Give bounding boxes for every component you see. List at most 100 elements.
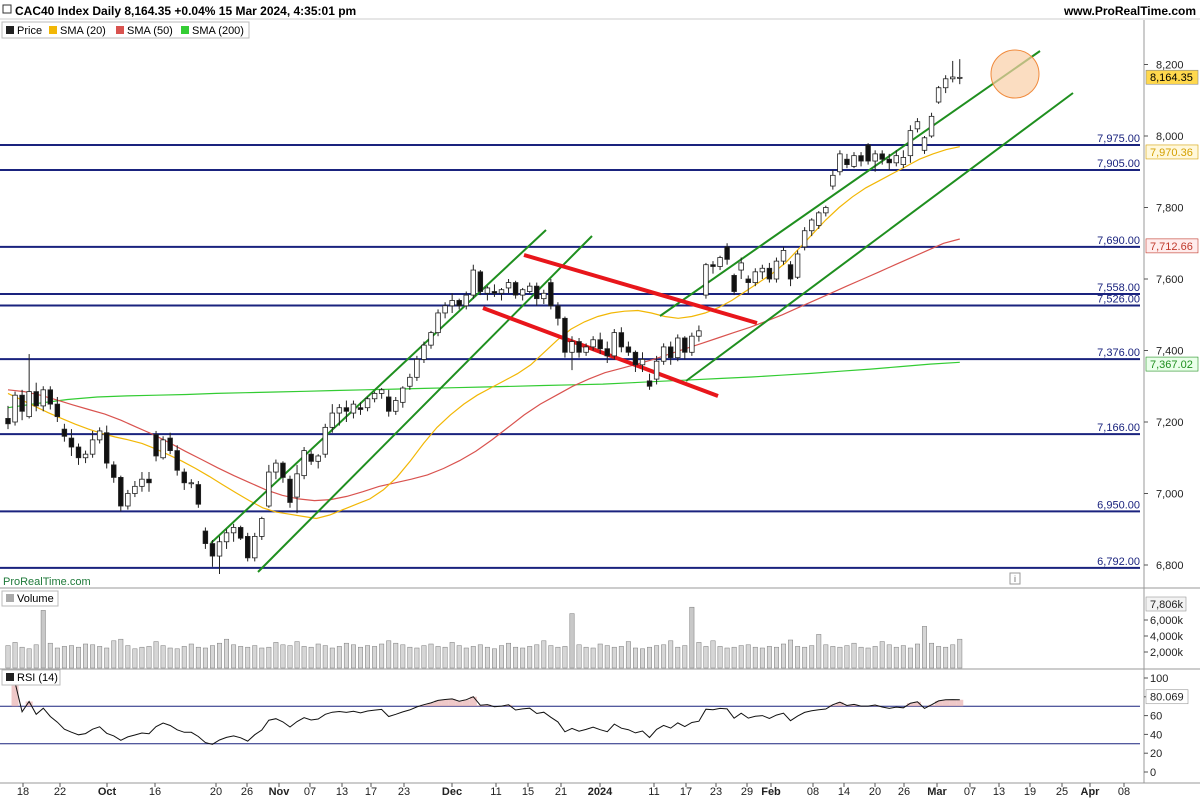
rsi-legend: RSI (14) (1, 669, 61, 686)
volume-bar (76, 646, 81, 669)
level-label: 7,376.00 (1097, 347, 1140, 359)
volume-bar (837, 646, 843, 669)
chart-title: CAC40 Index Daily 8,164.35 +0.04% 15 Mar… (15, 4, 356, 18)
volume-bar (428, 643, 434, 669)
price-tick-label: 7,800 (1156, 203, 1184, 215)
volume-bar (118, 638, 124, 669)
x-tick-label: Dec (442, 786, 462, 798)
x-tick-label: 25 (1056, 786, 1068, 798)
candle-up (900, 157, 907, 165)
candle-up (780, 249, 787, 262)
site-name[interactable]: www.ProRealTime.com (1063, 4, 1196, 18)
volume-bar (534, 644, 540, 669)
candle-down (745, 278, 751, 283)
legend-volume[interactable]: Volume (17, 593, 54, 605)
candle-up (893, 155, 899, 164)
volume-bar (513, 646, 519, 669)
volume-bar (407, 646, 413, 669)
candle-down (19, 394, 25, 412)
legend: Price SMA (20) SMA (50) SMA (200) (1, 21, 250, 39)
sma50-line (7, 238, 960, 502)
x-tick-label: 21 (555, 786, 567, 798)
volume-bar (816, 634, 822, 669)
volume-bar (745, 644, 751, 669)
volume-bar (47, 642, 53, 669)
candle-up (96, 430, 103, 441)
candle-up (470, 269, 476, 296)
level-label: 7,526.00 (1097, 293, 1140, 305)
rsi-overbought-fill (434, 700, 442, 707)
candle-up (590, 339, 596, 348)
volume-bar (823, 644, 829, 669)
volume-bar (132, 648, 138, 669)
candle-up (696, 330, 702, 337)
x-tick-label: 2024 (588, 786, 613, 798)
rsi-overbought-fill (448, 698, 456, 707)
legend-sma50[interactable]: SMA (50) (127, 25, 173, 37)
legend-price[interactable]: Price (17, 25, 42, 37)
candle-up (703, 264, 709, 296)
candle-up (40, 389, 46, 407)
candle-up (294, 473, 300, 498)
info-icon[interactable] (1009, 572, 1021, 585)
candle-down (153, 434, 159, 457)
candle-down (879, 153, 885, 160)
volume-bar (555, 646, 561, 669)
volume-bar (759, 647, 765, 669)
candle-up (527, 285, 533, 292)
volume-bar (104, 647, 110, 669)
legend-rsi[interactable]: RSI (14) (17, 672, 58, 684)
volume-bars (5, 606, 963, 669)
candle-up (498, 289, 505, 294)
volume-bar (844, 645, 850, 669)
volume-bar (661, 644, 667, 669)
volume-bar (506, 642, 512, 669)
volume-tick-label: 6,000k (1150, 615, 1184, 627)
candle-up (611, 332, 617, 357)
level-label: 6,792.00 (1097, 556, 1140, 568)
rsi-swatch (6, 673, 14, 681)
current-price-label-box (1145, 69, 1199, 85)
rsi-overbought-fill (462, 699, 470, 707)
rsi-line (14, 682, 960, 745)
candle-up (449, 300, 455, 307)
candle-up (393, 400, 399, 412)
legend-sma200[interactable]: SMA (200) (192, 25, 244, 37)
x-tick-label: 13 (336, 786, 348, 798)
candle-down (646, 380, 653, 387)
volume-bar (590, 647, 596, 669)
rsi-overbought-fill (427, 702, 435, 707)
rsi-overbought-fill (836, 702, 844, 707)
volume-bar (922, 626, 927, 669)
legend-sma20[interactable]: SMA (20) (60, 25, 106, 37)
volume-bar (943, 646, 949, 669)
candle-up (689, 335, 695, 353)
candle-down (865, 144, 871, 162)
candle-up (823, 207, 829, 214)
candle-up (301, 450, 307, 477)
volume-bar (90, 644, 96, 669)
rsi-overbought-fill (913, 701, 921, 707)
candle-up (252, 536, 258, 559)
volume-bar (287, 645, 293, 669)
candle-up (414, 359, 420, 378)
volume-bar (900, 645, 906, 669)
volume-bar (167, 647, 173, 669)
sma50-swatch (116, 26, 124, 34)
x-tick-label: Feb (761, 786, 781, 798)
x-tick-label: 16 (149, 786, 161, 798)
candle-up (773, 260, 780, 280)
candle-down (731, 275, 737, 292)
x-tick-label: 23 (398, 786, 410, 798)
volume-bar (492, 648, 497, 669)
rsi-overbought-fill (956, 699, 964, 707)
rsi-overbought-fill (11, 682, 19, 707)
volume-bar (266, 646, 272, 669)
volume-bar (449, 642, 455, 669)
candle-down (385, 396, 392, 412)
volume-bar (541, 640, 547, 669)
volume-bar (484, 646, 490, 669)
candle-up (336, 407, 343, 414)
x-tick-label: 20 (210, 786, 222, 798)
